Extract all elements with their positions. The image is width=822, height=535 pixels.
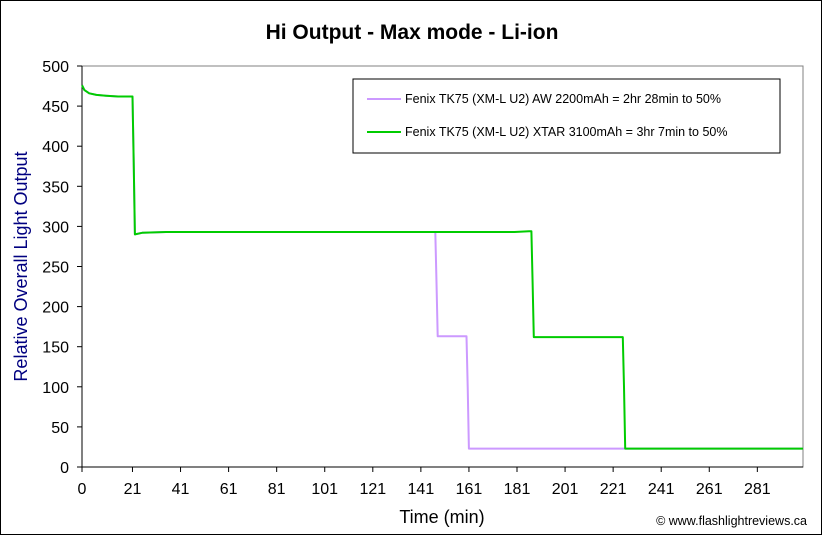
y-tick-label: 200	[42, 300, 69, 317]
legend: Fenix TK75 (XM-L U2) AW 2200mAh = 2hr 28…	[352, 78, 781, 154]
y-axis-label: Relative Overall Light Output	[11, 151, 31, 381]
y-tick-label: 400	[42, 139, 69, 156]
y-tick-label: 500	[42, 59, 69, 76]
x-axis-ticks: 0 21 41 61 81 101 121 141 161 181 201 221 241 261 281	[78, 467, 771, 498]
x-tick-label: 121	[359, 481, 386, 498]
y-tick-label: 0	[60, 460, 69, 477]
x-tick-label: 261	[696, 481, 723, 498]
y-tick-label: 350	[42, 179, 69, 196]
x-tick-label: 0	[78, 481, 87, 498]
x-tick-label: 201	[552, 481, 579, 498]
x-tick-label: 181	[504, 481, 531, 498]
x-tick-label: 21	[124, 481, 142, 498]
legend-label: Fenix TK75 (XM-L U2) XTAR 3100mAh = 3hr …	[405, 125, 727, 139]
series-layer	[81, 84, 803, 450]
series-line-1	[81, 84, 803, 450]
x-axis-label: Time (min)	[399, 507, 484, 527]
y-tick-label: 450	[42, 99, 69, 116]
x-tick-label: 61	[220, 481, 238, 498]
x-tick-label: 41	[172, 481, 190, 498]
y-tick-label: 150	[42, 340, 69, 357]
x-tick-label: 101	[311, 481, 338, 498]
x-tick-label: 241	[648, 481, 675, 498]
chart-title: Hi Output - Max mode - Li-ion	[266, 21, 559, 44]
legend-label: Fenix TK75 (XM-L U2) AW 2200mAh = 2hr 28…	[405, 92, 721, 106]
x-tick-label: 281	[744, 481, 771, 498]
x-tick-label: 141	[408, 481, 435, 498]
x-tick-label: 161	[456, 481, 483, 498]
credit-text: © www.flashlightreviews.ca	[656, 514, 807, 528]
y-tick-label: 50	[51, 420, 69, 437]
legend-box	[352, 78, 781, 154]
y-tick-label: 100	[42, 380, 69, 397]
y-tick-label: 300	[42, 219, 69, 236]
x-tick-label: 81	[268, 481, 286, 498]
y-axis-ticks: 0 50 100 150 200 250 300 350 400 450 500	[42, 59, 82, 477]
x-tick-label: 221	[600, 481, 627, 498]
y-tick-label: 250	[42, 260, 69, 277]
